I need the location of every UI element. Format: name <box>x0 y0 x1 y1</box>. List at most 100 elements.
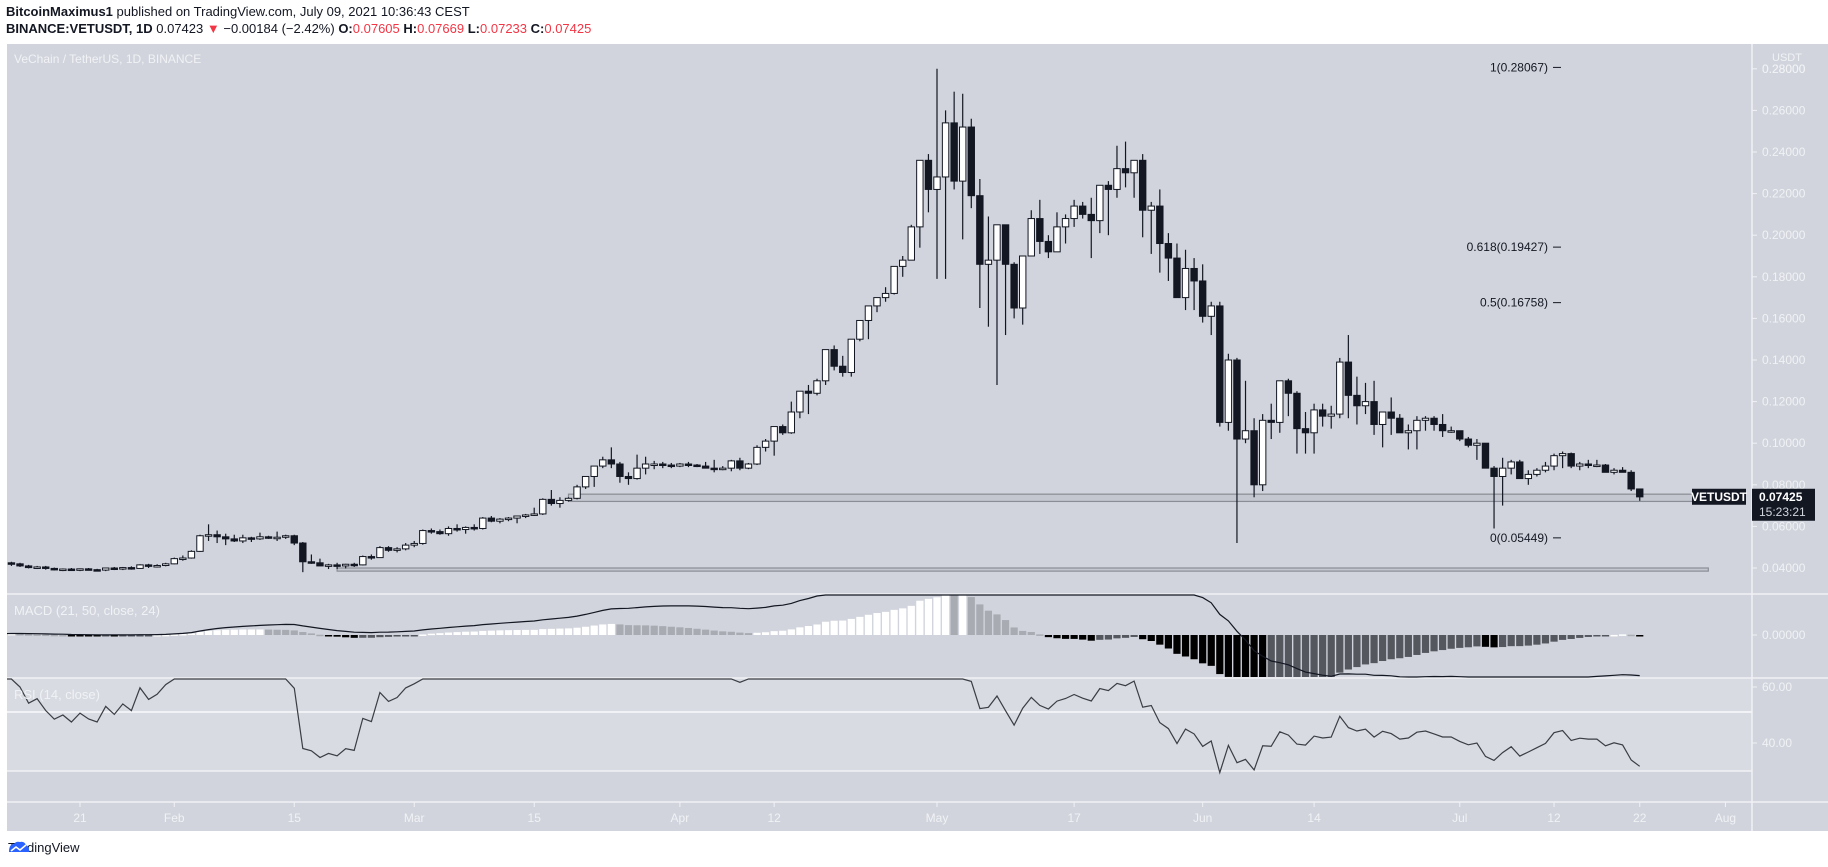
candle-body <box>547 498 556 505</box>
macd-histogram-bar <box>187 633 196 635</box>
candle-body <box>821 349 830 382</box>
macd-histogram-bar <box>67 635 76 637</box>
candle-body <box>967 126 975 197</box>
macd-histogram-bar <box>76 635 84 637</box>
time-tick-label: 17 <box>1067 811 1081 825</box>
time-tick-label: Jun <box>1193 811 1212 825</box>
candle-body <box>1044 240 1053 253</box>
macd-histogram-bar <box>239 629 247 635</box>
candle-body <box>1516 461 1524 480</box>
fib-level-label: 1(0.28067) <box>1490 60 1548 74</box>
time-tick-label: May <box>926 811 949 825</box>
candle-body <box>1181 267 1190 299</box>
chart-canvas[interactable]: 0.28000 0.26000 0.24000 0.22000 0.20000 0.180… <box>7 44 1828 831</box>
candle-body <box>1284 380 1293 394</box>
candle-body <box>1164 243 1173 259</box>
macd-histogram-bar <box>744 633 753 635</box>
candle-body <box>839 365 847 373</box>
macd-histogram-bar <box>213 630 221 635</box>
macd-histogram-bar <box>1387 635 1395 660</box>
candle-body <box>230 538 238 542</box>
macd-histogram-bar <box>1310 635 1318 677</box>
candle-body <box>162 563 170 567</box>
candle-body <box>1130 159 1138 174</box>
macd-histogram-bar <box>1327 635 1335 677</box>
macd-histogram-bar <box>1550 635 1558 642</box>
macd-histogram-bar <box>727 631 735 635</box>
candle-body <box>281 535 290 538</box>
macd-histogram-bar <box>616 624 624 635</box>
candle-body <box>470 526 478 530</box>
macd-histogram-bar <box>1481 635 1490 647</box>
macd-histogram-bar <box>1533 635 1541 645</box>
macd-histogram-bar <box>324 635 333 637</box>
macd-histogram-bar <box>136 635 144 637</box>
candle-body <box>436 531 444 535</box>
macd-histogram-bar <box>179 634 187 636</box>
candle-body <box>1378 411 1387 425</box>
macd-histogram-bar <box>1199 635 1207 664</box>
macd-histogram-bar <box>702 629 710 635</box>
macd-histogram-bar <box>1267 635 1275 677</box>
candle-body <box>1010 263 1018 309</box>
candle-body <box>153 565 161 568</box>
macd-histogram-bar <box>607 623 615 635</box>
candle-body <box>916 159 924 228</box>
support-zone-box[interactable] <box>336 567 1709 572</box>
symbol-price-tag <box>1692 488 1746 505</box>
candle-body <box>1173 257 1181 299</box>
macd-histogram-bar <box>530 629 538 635</box>
candle-body <box>599 459 607 467</box>
candle-body <box>1576 463 1584 467</box>
macd-histogram-bar <box>1576 635 1584 638</box>
last-price-tag <box>1752 488 1815 521</box>
candle-body <box>42 566 50 569</box>
price-tick-label: 0.18000 <box>1762 270 1806 284</box>
macd-histogram-bar <box>1619 634 1627 636</box>
macd-histogram-bar <box>162 634 170 637</box>
candle-body <box>1550 455 1558 467</box>
candle-body <box>1353 394 1361 407</box>
candle-body <box>127 567 136 570</box>
candle-body <box>1147 205 1155 211</box>
candle-body <box>676 463 684 467</box>
time-tick-label: Aug <box>1715 811 1736 825</box>
candle-body <box>67 568 76 572</box>
candle-body <box>1601 464 1610 473</box>
candle-body <box>1593 464 1601 468</box>
candle-body <box>1207 305 1215 317</box>
candle-body <box>693 464 701 468</box>
tradingview-brand[interactable]: TradingView <box>8 840 80 855</box>
chart-area[interactable]: 0.28000 0.26000 0.24000 0.22000 0.20000 0.180… <box>7 44 1828 831</box>
candle-body <box>1301 428 1310 434</box>
macd-histogram-bar <box>907 605 915 635</box>
candle-body <box>530 513 538 516</box>
time-tick-label: 22 <box>1633 811 1647 825</box>
macd-histogram-bar <box>984 610 993 635</box>
macd-histogram-bar <box>1096 635 1104 640</box>
macd-histogram-bar <box>196 632 204 635</box>
macd-histogram-bar <box>864 614 873 635</box>
candle-body <box>564 497 573 501</box>
macd-histogram-bar <box>1164 635 1172 649</box>
candle-body <box>1121 168 1130 174</box>
macd-histogram-bar <box>1370 635 1378 664</box>
candle-body <box>907 226 915 261</box>
macd-histogram-bar <box>1336 635 1344 673</box>
macd-histogram-bar <box>119 635 127 637</box>
candle-body <box>33 566 41 569</box>
candle-body <box>796 390 804 413</box>
macd-histogram-bar <box>462 631 470 635</box>
candle-body <box>59 568 67 572</box>
candle-body <box>419 530 427 544</box>
candle-body <box>787 411 796 434</box>
candle-body <box>359 556 367 566</box>
macd-histogram-bar <box>899 608 907 635</box>
price-tick-label: 0.20000 <box>1762 228 1806 242</box>
macd-histogram-bar <box>1627 634 1635 637</box>
candle-body <box>1027 218 1035 257</box>
candle-body <box>1310 409 1318 434</box>
macd-histogram-bar <box>496 630 504 635</box>
support-zone-box[interactable] <box>567 493 1709 503</box>
main-pane-title: VeChain / TetherUS, 1D, BINANCE <box>14 52 202 66</box>
